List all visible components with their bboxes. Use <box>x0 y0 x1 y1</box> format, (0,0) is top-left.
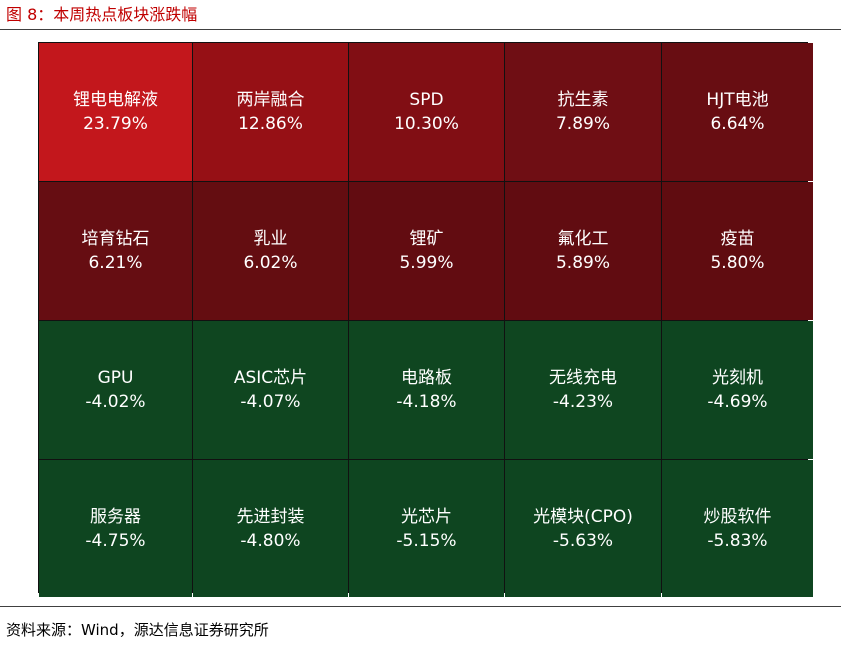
heatmap-cell: 乳业 6.02% <box>193 182 348 320</box>
heatmap-cell: SPD 10.30% <box>349 43 504 181</box>
heatmap-cell: GPU -4.02% <box>39 321 192 459</box>
cell-value: -4.23% <box>553 390 613 414</box>
cell-label: ASIC芯片 <box>234 366 307 390</box>
cell-value: -4.69% <box>707 390 767 414</box>
heatmap-cell: 服务器 -4.75% <box>39 460 192 597</box>
cell-label: GPU <box>98 366 134 390</box>
cell-value: 23.79% <box>83 112 148 136</box>
cell-label: 氟化工 <box>558 227 609 251</box>
heatmap-cell: 无线充电 -4.23% <box>505 321 661 459</box>
heatmap-cell: 电路板 -4.18% <box>349 321 504 459</box>
cell-label: 光刻机 <box>712 366 763 390</box>
cell-label: SPD <box>409 88 443 112</box>
cell-label: 乳业 <box>254 227 288 251</box>
heatmap-cell: 疫苗 5.80% <box>662 182 813 320</box>
heatmap-cell: 光刻机 -4.69% <box>662 321 813 459</box>
cell-value: -4.07% <box>240 390 300 414</box>
cell-value: 10.30% <box>394 112 459 136</box>
cell-label: 炒股软件 <box>704 505 772 529</box>
cell-label: 疫苗 <box>721 227 755 251</box>
cell-label: 锂矿 <box>410 227 444 251</box>
source-note: 资料来源：Wind，源达信息证券研究所 <box>6 620 269 640</box>
cell-label: 先进封装 <box>237 505 305 529</box>
cell-label: 服务器 <box>90 505 141 529</box>
cell-label: 光芯片 <box>401 505 452 529</box>
cell-value: 6.21% <box>88 251 142 275</box>
cell-value: 5.99% <box>399 251 453 275</box>
cell-value: 7.89% <box>556 112 610 136</box>
heatmap-cell: 光模块(CPO) -5.63% <box>505 460 661 597</box>
cell-label: 培育钻石 <box>82 227 150 251</box>
cell-value: 6.02% <box>243 251 297 275</box>
cell-label: 电路板 <box>401 366 452 390</box>
cell-value: 5.89% <box>556 251 610 275</box>
cell-value: -5.83% <box>707 529 767 553</box>
heatmap-cell: ASIC芯片 -4.07% <box>193 321 348 459</box>
cell-value: -4.80% <box>240 529 300 553</box>
heatmap-cell: 炒股软件 -5.83% <box>662 460 813 597</box>
cell-value: -5.63% <box>553 529 613 553</box>
cell-value: 12.86% <box>238 112 303 136</box>
cell-label: 两岸融合 <box>237 88 305 112</box>
heatmap-cell: HJT电池 6.64% <box>662 43 813 181</box>
cell-label: 无线充电 <box>549 366 617 390</box>
heatmap-grid: 锂电电解液 23.79% 两岸融合 12.86% SPD 10.30% 抗生素 7.89% HJ… <box>38 42 808 593</box>
heatmap-cell: 培育钻石 6.21% <box>39 182 192 320</box>
heatmap-cell: 氟化工 5.89% <box>505 182 661 320</box>
cell-value: 6.64% <box>710 112 764 136</box>
heatmap-cell: 两岸融合 12.86% <box>193 43 348 181</box>
cell-value: 5.80% <box>710 251 764 275</box>
figure-title: 图 8：本周热点板块涨跌幅 <box>6 4 197 26</box>
cell-label: 抗生素 <box>558 88 609 112</box>
top-rule <box>0 29 841 30</box>
cell-label: 锂电电解液 <box>73 88 158 112</box>
heatmap-cell: 光芯片 -5.15% <box>349 460 504 597</box>
heatmap-cell: 先进封装 -4.80% <box>193 460 348 597</box>
cell-label: HJT电池 <box>706 88 768 112</box>
bottom-rule <box>0 606 841 607</box>
heatmap-cell: 锂矿 5.99% <box>349 182 504 320</box>
heatmap-cell: 抗生素 7.89% <box>505 43 661 181</box>
cell-label: 光模块(CPO) <box>533 505 633 529</box>
cell-value: -4.02% <box>85 390 145 414</box>
cell-value: -4.75% <box>85 529 145 553</box>
cell-value: -4.18% <box>396 390 456 414</box>
cell-value: -5.15% <box>396 529 456 553</box>
heatmap-cell: 锂电电解液 23.79% <box>39 43 192 181</box>
